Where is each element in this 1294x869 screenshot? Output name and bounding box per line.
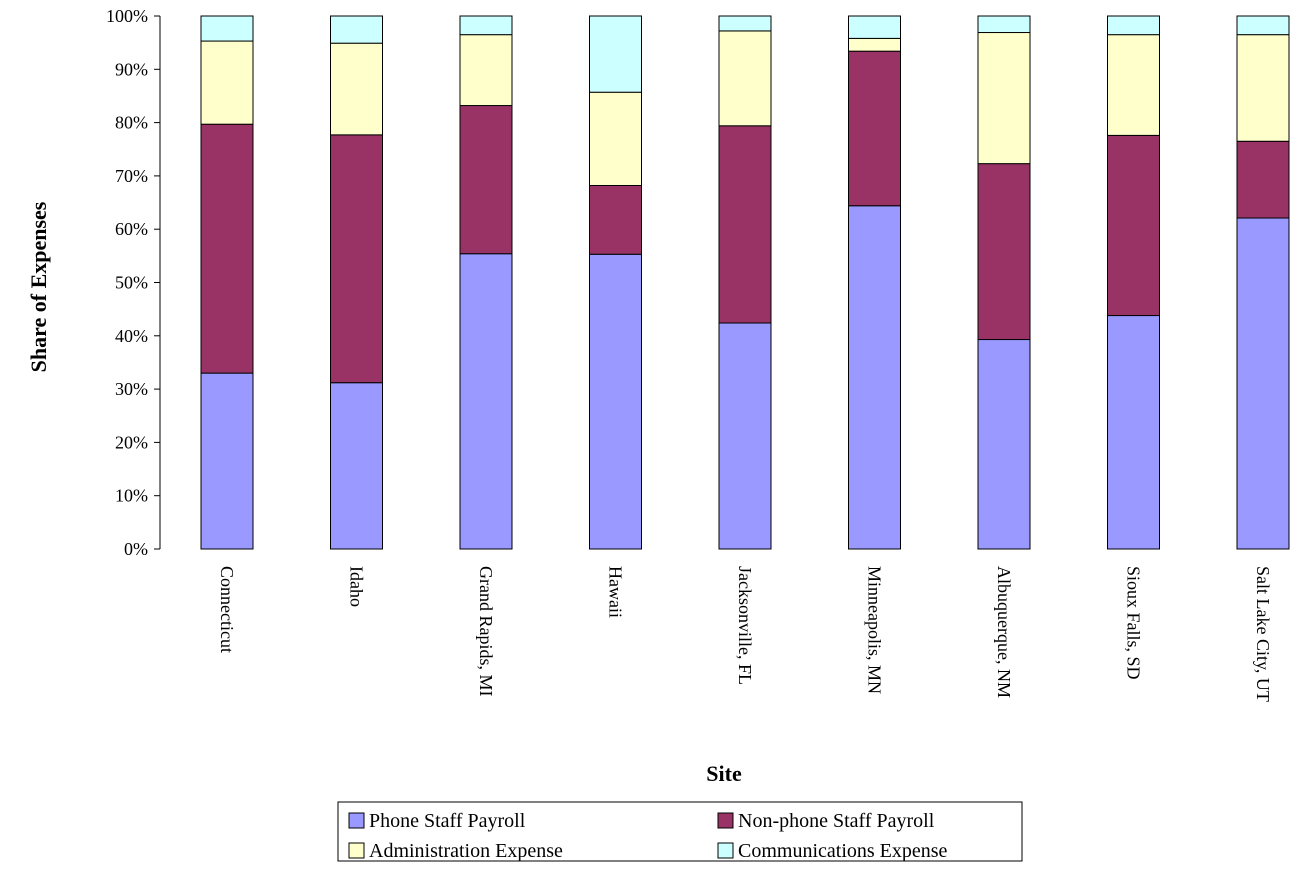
bar-segment xyxy=(459,253,513,550)
bar-segment xyxy=(1236,140,1290,219)
y-tick-label: 50% xyxy=(115,273,148,293)
bar-segment xyxy=(848,205,901,550)
bar-segment xyxy=(330,382,383,550)
bar-segment xyxy=(459,15,513,36)
x-tick-label: Jacksonville, FL xyxy=(735,566,755,685)
y-tick-label: 30% xyxy=(115,379,148,399)
y-tick-label: 40% xyxy=(115,326,148,346)
y-tick-label: 60% xyxy=(115,219,148,239)
bar-segment xyxy=(848,50,901,207)
bar-segment xyxy=(718,15,772,32)
legend: Phone Staff Payroll Non-phone Staff Payro… xyxy=(337,801,1023,862)
legend-swatch xyxy=(717,842,734,859)
x-tick-label: Minneapolis, MN xyxy=(865,566,885,694)
y-axis-title: Share of Expenses xyxy=(26,201,51,372)
x-tick-label: Grand Rapids, MI xyxy=(476,566,496,696)
x-axis-title: Site xyxy=(706,761,742,786)
x-tick-label: Salt Lake City, UT xyxy=(1253,566,1273,702)
bars-layer xyxy=(200,15,1290,550)
bar-segment xyxy=(718,322,772,550)
bar-segment xyxy=(330,15,383,44)
bar-segment xyxy=(977,32,1031,165)
bar-segment xyxy=(1236,217,1290,550)
bar-segment xyxy=(718,30,772,127)
legend-label: Phone Staff Payroll xyxy=(369,810,526,832)
bar-segment xyxy=(977,163,1031,341)
bar-segment xyxy=(848,37,901,52)
legend-label: Administration Expense xyxy=(369,840,563,862)
bar-segment xyxy=(330,42,383,136)
legend-swatch xyxy=(348,812,365,829)
x-tick-label: Albuquerque, NM xyxy=(994,566,1014,698)
x-tick-label: Connecticut xyxy=(217,566,237,653)
bar-segment xyxy=(589,184,642,255)
x-tick-label: Sioux Falls, SD xyxy=(1124,566,1144,680)
bar-segment xyxy=(977,15,1031,34)
bar-segment xyxy=(200,372,254,550)
y-tick-label: 10% xyxy=(115,486,148,506)
bar-segment xyxy=(459,105,513,255)
y-tick-label: 100% xyxy=(106,6,148,26)
bar-segment xyxy=(330,134,383,384)
bar-segment xyxy=(718,125,772,324)
bar-segment xyxy=(848,15,901,39)
bar-segment xyxy=(1107,315,1160,550)
x-tick-label: Idaho xyxy=(347,566,367,607)
x-axis-labels: Connecticut Idaho Grand Rapids, MI Hawaii Ja… xyxy=(217,566,1273,702)
bar-segment xyxy=(589,15,642,93)
legend-frame xyxy=(337,801,1023,862)
legend-label: Non-phone Staff Payroll xyxy=(738,810,935,832)
bar-segment xyxy=(459,34,513,107)
y-tick-label: 80% xyxy=(115,113,148,133)
bar-segment xyxy=(1107,134,1160,317)
bar-segment xyxy=(1236,34,1290,142)
y-tick-label: 90% xyxy=(115,59,148,79)
legend-label: Communications Expense xyxy=(738,840,948,862)
bar-segment xyxy=(200,15,254,42)
bar-segment xyxy=(1236,15,1290,36)
y-axis-ticks: 0% 10% 20% 30% 40% 50% 60% 70% 80% 90% 100% xyxy=(106,6,160,559)
y-tick-label: 20% xyxy=(115,432,148,452)
legend-swatch xyxy=(348,842,365,859)
bar-segment xyxy=(200,123,254,374)
bar-segment xyxy=(977,339,1031,550)
bar-segment xyxy=(589,253,642,550)
y-tick-label: 70% xyxy=(115,166,148,186)
bar-segment xyxy=(1107,15,1160,36)
bar-segment xyxy=(589,91,642,186)
y-tick-label: 0% xyxy=(124,539,148,559)
bar-segment xyxy=(1107,34,1160,136)
bar-segment xyxy=(200,40,254,125)
legend-swatch xyxy=(717,812,734,829)
x-tick-label: Hawaii xyxy=(606,566,626,618)
